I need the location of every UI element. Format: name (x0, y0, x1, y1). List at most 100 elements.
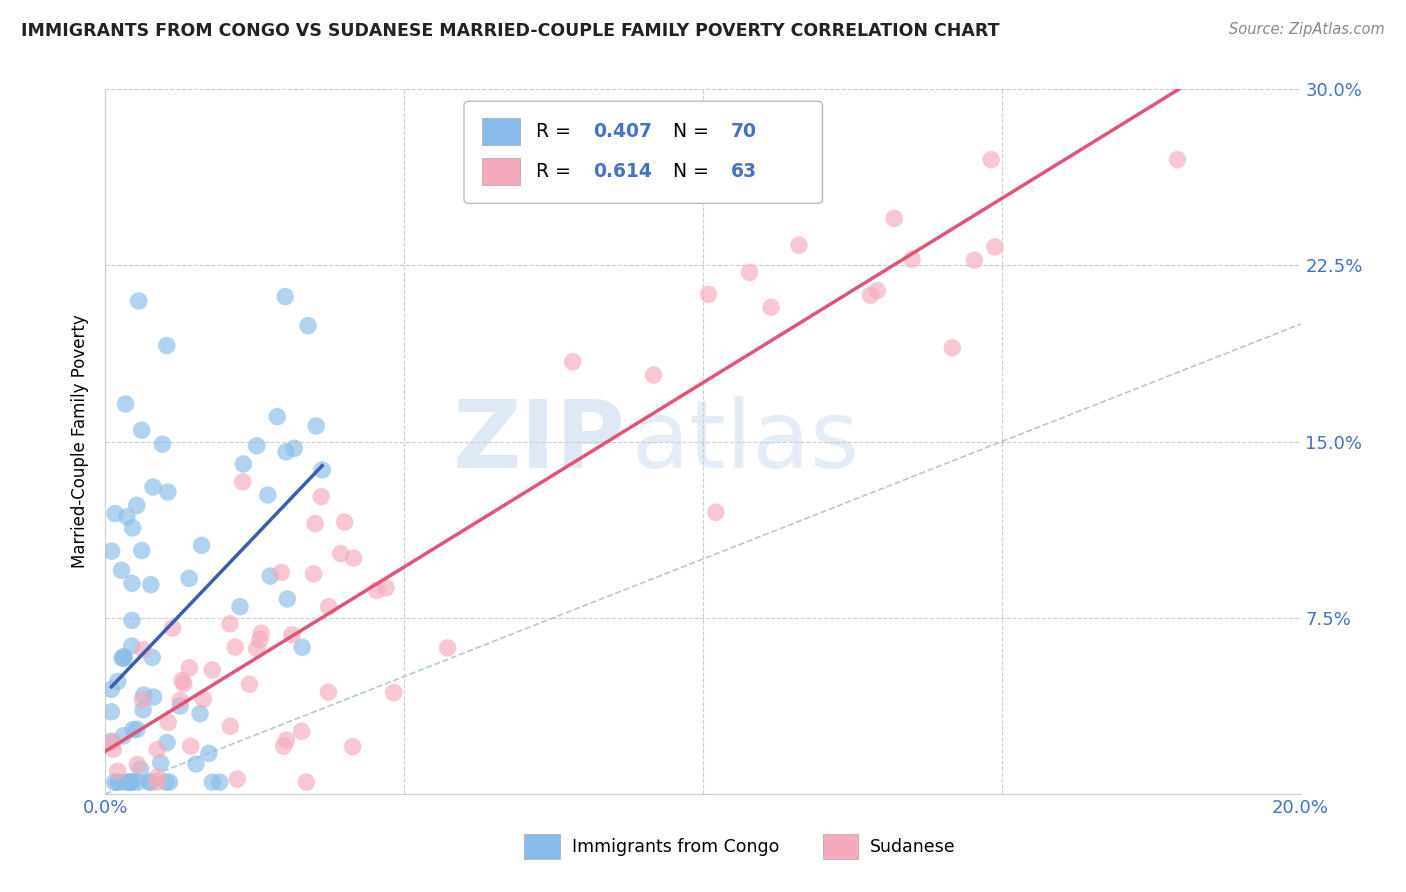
Point (155, 775, 177, 789)
Text: Immigrants from Congo: Immigrants from Congo (571, 838, 779, 855)
Text: 0.407: 0.407 (593, 122, 652, 141)
Point (103, 742, 125, 756)
Point (170, 673, 193, 688)
Point (238, 677, 260, 691)
Point (142, 480, 165, 494)
Point (118, 775, 141, 789)
Text: R =: R = (536, 122, 576, 141)
Point (114, 397, 136, 411)
Point (198, 747, 221, 761)
Point (333, 515, 356, 529)
Point (366, 583, 388, 598)
Point (139, 577, 162, 591)
Point (107, 764, 129, 779)
Point (141, 650, 163, 665)
Text: R =: R = (536, 162, 576, 181)
Point (128, 293, 150, 308)
Point (138, 775, 160, 789)
Point (283, 442, 305, 456)
Point (108, 775, 131, 789)
Point (104, 775, 127, 789)
Point (219, 616, 242, 631)
Point (374, 581, 396, 595)
Point (193, 692, 215, 706)
Point (131, 692, 153, 706)
Point (229, 599, 252, 614)
Point (125, 722, 148, 736)
Point (318, 685, 340, 699)
Point (110, 563, 132, 577)
Point (120, 775, 142, 789)
Point (342, 551, 364, 566)
Point (127, 775, 149, 789)
Point (169, 693, 191, 707)
Text: Sudanese: Sudanese (870, 838, 956, 855)
Point (901, 252, 924, 267)
Point (704, 505, 727, 519)
Point (125, 499, 148, 513)
Text: IMMIGRANTS FROM CONGO VS SUDANESE MARRIED-COUPLE FAMILY POVERTY CORRELATION CHAR: IMMIGRANTS FROM CONGO VS SUDANESE MARRIE… (21, 22, 1000, 40)
FancyBboxPatch shape (482, 118, 520, 145)
Point (224, 640, 246, 655)
Point (273, 739, 295, 754)
Point (190, 538, 212, 552)
Point (266, 409, 288, 424)
Point (697, 287, 720, 301)
Point (131, 423, 153, 437)
Point (787, 238, 810, 252)
Point (232, 457, 254, 471)
Text: ZIP: ZIP (453, 395, 626, 488)
Y-axis label: Married-Couple Family Poverty: Married-Couple Family Poverty (72, 315, 90, 568)
Point (1167, 153, 1189, 167)
Point (281, 628, 304, 642)
Point (305, 419, 328, 434)
Point (655, 177, 678, 191)
Point (129, 762, 152, 776)
Point (149, 756, 172, 770)
Point (114, 775, 136, 789)
Text: 70: 70 (731, 122, 756, 141)
Point (127, 757, 149, 772)
Point (146, 770, 169, 784)
Point (436, 640, 458, 655)
Point (256, 488, 278, 502)
Point (100, 734, 122, 748)
Point (115, 509, 138, 524)
Point (131, 543, 153, 558)
Point (859, 288, 882, 302)
Text: 0.614: 0.614 (593, 162, 652, 181)
Point (152, 437, 174, 451)
Point (139, 775, 162, 789)
Point (276, 445, 298, 459)
FancyBboxPatch shape (823, 834, 858, 859)
Point (738, 265, 761, 279)
Point (941, 341, 963, 355)
Point (291, 640, 314, 655)
FancyBboxPatch shape (464, 101, 823, 203)
FancyBboxPatch shape (524, 834, 560, 859)
Point (318, 599, 340, 614)
Text: N =: N = (673, 122, 716, 141)
Point (118, 775, 141, 789)
Point (112, 649, 135, 664)
Point (883, 211, 905, 226)
Point (121, 614, 143, 628)
Point (146, 742, 169, 756)
Point (132, 688, 155, 702)
Point (866, 284, 889, 298)
Point (188, 706, 211, 721)
Point (297, 318, 319, 333)
Point (169, 699, 191, 714)
Point (304, 516, 326, 531)
Point (100, 705, 122, 719)
Point (107, 674, 129, 689)
Point (121, 521, 143, 535)
Point (162, 621, 184, 635)
Text: Source: ZipAtlas.com: Source: ZipAtlas.com (1229, 22, 1385, 37)
Point (121, 576, 143, 591)
Point (159, 775, 181, 789)
Point (980, 153, 1002, 167)
Point (276, 733, 298, 747)
Point (246, 439, 269, 453)
Point (142, 690, 165, 704)
